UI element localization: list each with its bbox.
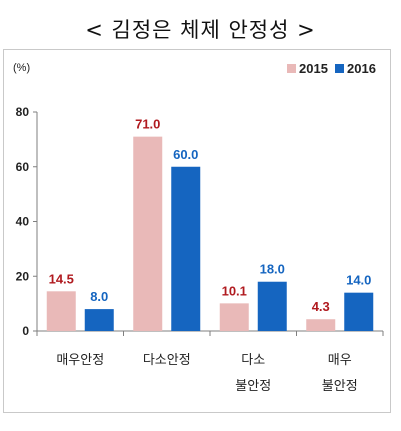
x-tick-label: 매우 [328, 353, 352, 368]
x-tick-label: 불안정 [322, 379, 358, 394]
data-label-2016-2: 18.0 [260, 262, 285, 277]
data-label-2015-3: 4.3 [312, 299, 330, 314]
y-tick-label: 0 [22, 324, 29, 338]
bar-2015-1 [133, 136, 163, 331]
legend-label-2015: 2015 [299, 61, 328, 76]
x-tick-label: 다소 [241, 353, 265, 368]
bar-2016-1 [171, 166, 201, 331]
y-tick-label: 80 [16, 105, 30, 119]
data-label-2015-0: 14.5 [49, 271, 74, 286]
x-tick-label: 불안정 [235, 379, 271, 394]
bar-2016-2 [257, 281, 287, 331]
bar-2015-2 [219, 303, 249, 331]
x-tick-label: 다소안정 [143, 353, 191, 368]
legend-swatch-2016 [335, 64, 344, 73]
chart-title: < 김정은 체제 안정성 > [85, 18, 316, 42]
legend-label-2016: 2016 [347, 61, 376, 76]
data-label-2016-3: 14.0 [346, 273, 371, 288]
bar-2015-3 [306, 319, 336, 331]
bar-2016-0 [84, 309, 114, 331]
y-unit-label: (%) [13, 62, 30, 74]
data-label-2016-1: 60.0 [173, 147, 198, 162]
y-tick-label: 20 [16, 269, 30, 283]
bar-2015-0 [46, 291, 76, 331]
data-label-2016-0: 8.0 [90, 289, 108, 304]
x-tick-label: 매우안정 [56, 353, 104, 368]
data-label-2015-2: 10.1 [222, 283, 247, 298]
bar-2016-3 [344, 292, 374, 331]
legend-swatch-2015 [287, 64, 296, 73]
data-label-2015-1: 71.0 [135, 117, 160, 132]
y-tick-label: 60 [16, 160, 30, 174]
chart-frame [3, 49, 391, 413]
y-tick-label: 40 [16, 215, 30, 229]
